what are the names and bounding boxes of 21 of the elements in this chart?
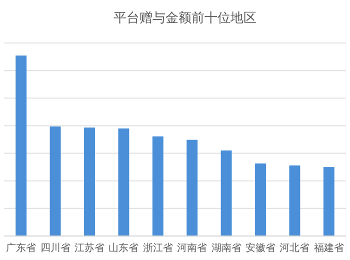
x-tick-label: 江苏省: [74, 242, 104, 254]
bar: [84, 128, 95, 236]
bar: [186, 140, 198, 236]
bar: [50, 126, 61, 236]
bar: [220, 150, 232, 236]
x-tick-label: 四川省: [40, 242, 70, 254]
x-tick-label: 安徽省: [246, 242, 276, 254]
x-tick-label: 广东省: [6, 242, 36, 254]
bar: [16, 56, 27, 236]
x-tick-label: 湖南省: [211, 242, 242, 254]
x-tick-label: 河北省: [280, 242, 310, 254]
bar: [289, 165, 300, 236]
bar: [118, 128, 130, 236]
x-tick-label: 河南省: [177, 242, 208, 254]
x-tick-label: 福建省: [314, 242, 344, 254]
bar: [152, 136, 164, 236]
bar: [323, 167, 334, 236]
x-tick-label: 浙江省: [142, 242, 173, 254]
x-tick-label: 山东省: [108, 242, 139, 254]
chart-title: 平台赠与金额前十位地区: [114, 11, 256, 26]
bar: [255, 163, 266, 236]
